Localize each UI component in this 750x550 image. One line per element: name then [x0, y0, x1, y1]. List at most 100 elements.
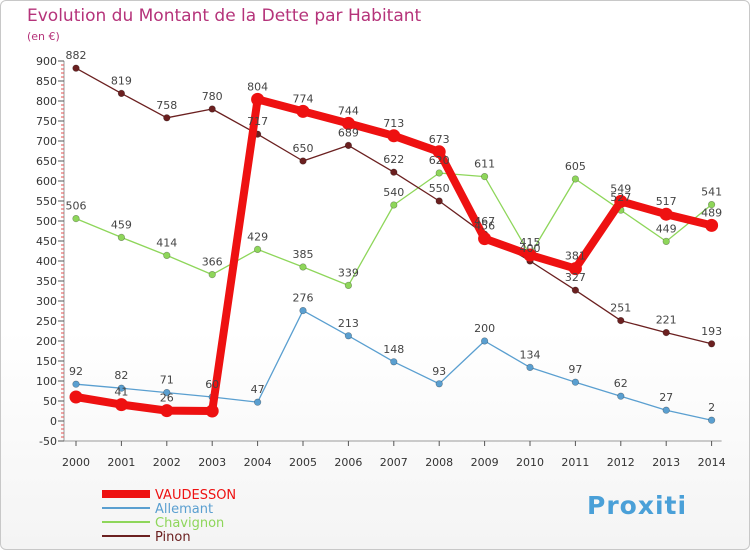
legend-label: Pinon: [155, 530, 191, 545]
data-point: [481, 337, 489, 345]
x-tick-label: 2008: [425, 456, 453, 469]
data-point: [344, 141, 353, 149]
data-label: 41: [114, 386, 128, 399]
data-point: [163, 389, 171, 397]
data-label: 2: [708, 401, 715, 414]
x-tick-label: 2010: [516, 456, 544, 469]
y-tick-label: 100: [36, 375, 57, 388]
data-label: 221: [656, 314, 677, 327]
data-point: [254, 245, 262, 253]
data-label: 819: [111, 74, 132, 87]
data-label: 47: [251, 383, 265, 396]
data-label: 517: [656, 195, 677, 208]
data-point: [523, 248, 537, 262]
data-label: 339: [338, 266, 359, 279]
x-tick-label: 2009: [471, 456, 499, 469]
y-tick-label: 750: [36, 115, 57, 128]
data-label: 620: [429, 154, 450, 167]
data-label: 97: [568, 363, 582, 376]
data-label: 449: [656, 222, 677, 235]
y-tick-label: 700: [36, 135, 57, 148]
data-point: [72, 215, 80, 223]
data-point: [163, 251, 171, 259]
data-label: 540: [383, 186, 404, 199]
y-tick-label: 650: [36, 155, 57, 168]
data-label: 758: [156, 99, 177, 112]
data-label: 62: [614, 377, 628, 390]
x-tick-label: 2014: [698, 456, 726, 469]
data-point: [435, 380, 443, 388]
data-point: [299, 307, 307, 315]
data-point: [390, 358, 398, 366]
data-point: [341, 116, 355, 130]
x-tick-label: 2002: [153, 456, 181, 469]
data-label: 456: [474, 220, 495, 233]
data-label: 366: [202, 256, 223, 269]
data-label: 134: [520, 348, 541, 361]
data-label: 622: [383, 153, 404, 166]
data-label: 549: [610, 182, 631, 195]
x-tick-label: 2005: [289, 456, 317, 469]
y-tick-label: 300: [36, 295, 57, 308]
data-label: 717: [247, 115, 268, 128]
data-point: [117, 384, 125, 392]
data-label: 605: [565, 160, 586, 173]
data-point: [662, 237, 670, 245]
data-label: 506: [66, 200, 87, 213]
data-label: 93: [432, 365, 446, 378]
data-label: 92: [69, 365, 83, 378]
x-tick-label: 2006: [334, 456, 362, 469]
x-tick-label: 2007: [380, 456, 408, 469]
data-point: [299, 157, 307, 165]
data-point: [117, 233, 125, 241]
data-point: [208, 105, 216, 113]
data-point: [344, 332, 353, 340]
y-tick-label: 500: [36, 215, 57, 228]
data-label: 26: [160, 392, 174, 405]
legend-label: Chavignon: [155, 516, 224, 531]
data-label: 780: [202, 90, 223, 103]
data-label: 276: [293, 292, 314, 305]
data-label: 489: [701, 206, 722, 219]
data-point: [72, 64, 80, 72]
data-point: [114, 398, 128, 412]
y-tick-label: 900: [36, 55, 57, 68]
x-tick-label: 2004: [244, 456, 272, 469]
x-tick-label: 2000: [62, 456, 90, 469]
data-point: [481, 173, 489, 181]
x-tick-label: 2012: [607, 456, 635, 469]
data-label: 148: [383, 343, 404, 356]
unit-label: (en €): [27, 30, 60, 43]
y-tick-label: 400: [36, 255, 57, 268]
data-label: 650: [293, 142, 314, 155]
data-point: [705, 218, 719, 232]
data-point: [69, 390, 83, 404]
y-tick-label: 50: [43, 395, 57, 408]
data-point: [662, 329, 670, 337]
data-point: [390, 168, 398, 176]
data-point: [568, 262, 582, 276]
data-point: [435, 197, 443, 205]
data-label: 459: [111, 218, 132, 231]
data-point: [208, 271, 216, 279]
data-label: 429: [247, 230, 268, 243]
data-label: 71: [160, 374, 174, 387]
y-tick-label: 450: [36, 235, 57, 248]
data-label: 385: [293, 248, 314, 261]
data-label: 804: [247, 80, 268, 93]
data-point: [117, 89, 125, 97]
data-point: [254, 398, 262, 406]
data-point: [571, 378, 580, 386]
y-tick-label: 150: [36, 355, 57, 368]
x-tick-label: 2001: [107, 456, 135, 469]
y-tick-label: 250: [36, 315, 57, 328]
proxiti-logo: Proxiti: [587, 491, 688, 520]
data-label: 27: [659, 391, 673, 404]
data-point: [299, 263, 307, 271]
y-tick-label: 600: [36, 175, 57, 188]
data-point: [614, 194, 628, 208]
data-label: 611: [474, 158, 495, 171]
data-point: [662, 406, 670, 414]
data-point: [707, 340, 716, 348]
